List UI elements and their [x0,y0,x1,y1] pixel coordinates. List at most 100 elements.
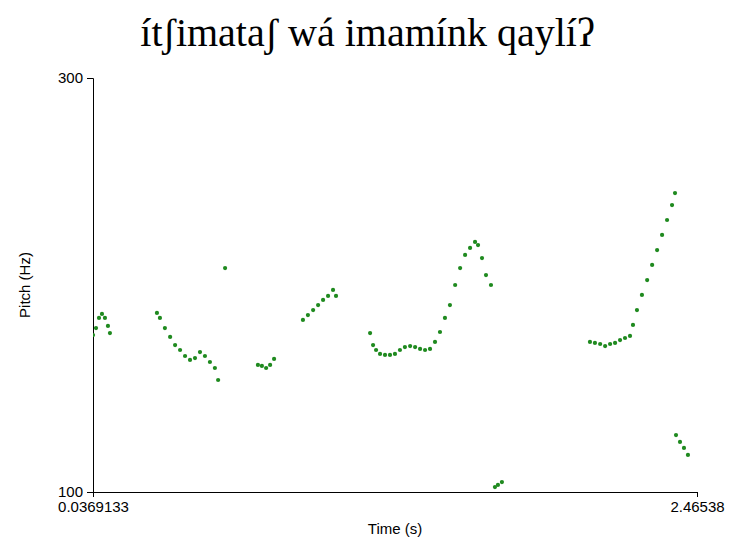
pitch-point [193,356,197,360]
pitch-point [183,354,187,358]
pitch-point [331,288,335,292]
pitch-point [208,360,212,364]
pitch-point [458,266,462,270]
pitch-point [93,333,95,337]
pitch-point [94,326,98,330]
y-axis-line [87,79,94,493]
pitch-point [628,334,632,338]
pitch-point [655,248,659,252]
pitch-point [368,331,372,335]
pitch-point [168,335,172,339]
pitch-point [608,342,612,346]
pitch-point [326,294,330,298]
pitch-point [106,324,110,328]
pitch-point [480,256,484,260]
pitch-point [448,303,452,307]
pitch-point [316,303,320,307]
chart: ítʃimataʃ wá imamínk qaylíʔ1003000.03691… [0,0,735,542]
pitch-point [682,446,686,450]
pitch-point [100,312,104,316]
pitch-point [463,253,467,257]
pitch-point [468,246,472,250]
y-tick-mark [87,78,93,79]
pitch-point [371,343,375,347]
y-tick: 300 [58,69,93,86]
pitch-point [473,240,477,244]
y-tick-label: 300 [58,69,83,86]
pitch-point [484,273,488,277]
pitch-point [433,340,437,344]
points [93,191,690,489]
pitch-point [660,233,664,237]
pitch-point [268,363,272,367]
x-axis: 0.0369133 2.46538 [58,492,725,515]
pitch-point [108,331,112,335]
pitch-point [306,313,310,317]
pitch-point [97,316,101,320]
pitch-point [665,218,669,222]
pitch-point [378,352,382,356]
pitch-point [388,353,392,357]
pitch-point [203,354,207,358]
pitch-point [374,348,378,352]
pitch-point [393,352,397,356]
pitch-point [213,366,217,370]
pitch-point [311,308,315,312]
pitch-point [383,353,387,357]
pitch-point [418,347,422,351]
pitch-point [443,316,447,320]
pitch-point [428,347,432,351]
pitch-point [496,483,500,487]
pitch-point [588,340,592,344]
x-tick-mark [93,492,94,497]
pitch-point [198,350,202,354]
pitch-point [301,318,305,322]
x-tick: 0.0369133 [58,492,129,515]
pitch-point [223,266,227,270]
pitch-point [173,343,177,347]
pitch-point [216,378,220,382]
pitch-point [673,191,677,195]
y-axis: 100300 [58,69,94,500]
pitch-point [613,341,617,345]
pitch-point [686,453,690,457]
pitch-point [598,342,602,346]
pitch-point [158,316,162,320]
pitch-point [640,293,644,297]
pitch-point [438,330,442,334]
pitch-point [413,345,417,349]
pitch-point [650,263,654,267]
x-axis-line [94,493,698,498]
pitch-point [631,323,635,327]
pitch-point [423,348,427,352]
pitch-point [403,345,407,349]
pitch-point [645,278,649,282]
x-axis-title: Time (s) [368,520,422,537]
x-tick-label: 2.46538 [670,498,724,515]
pitch-point [155,311,159,315]
pitch-point [408,344,412,348]
plot-area: 1003000.0369133 2.46538 [58,69,725,514]
pitch-point [593,341,597,345]
pitch-point [453,283,457,287]
pitch-point [398,348,402,352]
x-tick-label: 0.0369133 [58,498,129,515]
pitch-point [678,440,682,444]
pitch-point [674,433,678,437]
pitch-point [618,338,622,342]
pitch-point [321,298,325,302]
pitch-point [260,364,264,368]
y-axis-title: Pitch (Hz) [16,252,33,318]
pitch-point [103,316,107,320]
y-tick-mark [87,492,93,493]
pitch-point [476,243,480,247]
x-tick: 2.46538 [670,492,724,515]
pitch-point [334,294,338,298]
pitch-point [670,203,674,207]
pitch-point [272,357,276,361]
pitch-point [635,308,639,312]
pitch-point [500,480,504,484]
pitch-point [264,366,268,370]
pitch-point [623,336,627,340]
pitch-point [256,363,260,367]
